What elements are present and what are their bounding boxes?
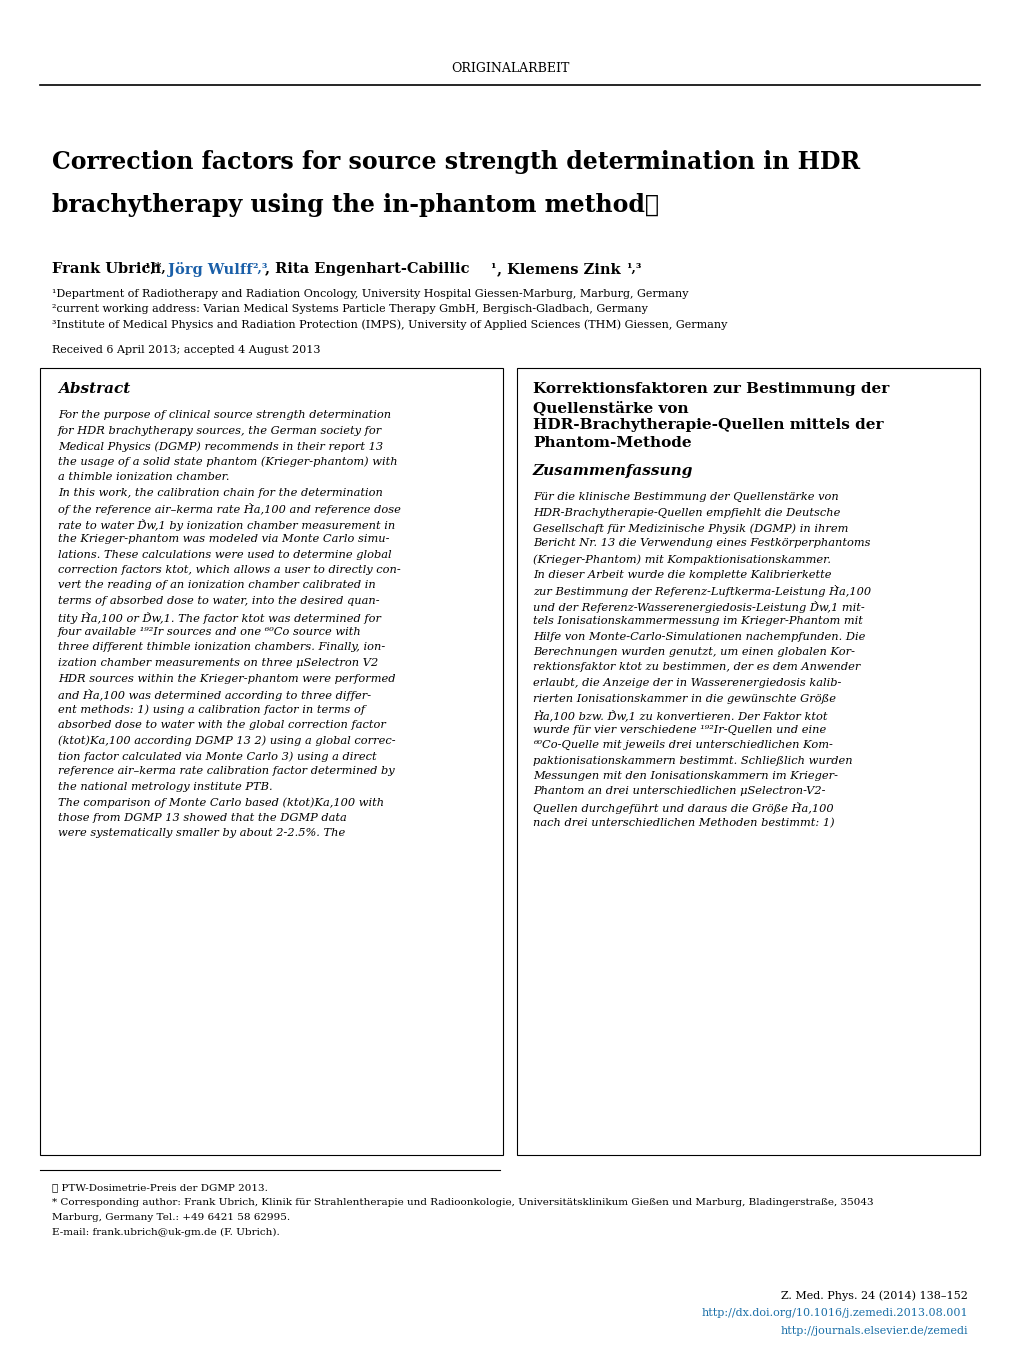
Text: , Klemens Zink: , Klemens Zink bbox=[496, 262, 620, 276]
Text: http://journals.elsevier.de/zemedi: http://journals.elsevier.de/zemedi bbox=[780, 1325, 967, 1336]
Text: vert the reading of an ionization chamber calibrated in: vert the reading of an ionization chambe… bbox=[58, 581, 375, 590]
Text: correction factors ktot, which allows a user to directly con-: correction factors ktot, which allows a … bbox=[58, 565, 400, 576]
Bar bbox=[40, 367, 502, 1155]
Text: , Rita Engenhart-Cabillic: , Rita Engenhart-Cabillic bbox=[265, 262, 469, 276]
Text: (ktot)Ka,100 according DGMP 13 2) using a global correc-: (ktot)Ka,100 according DGMP 13 2) using … bbox=[58, 735, 395, 746]
Text: For the purpose of clinical source strength determination: For the purpose of clinical source stren… bbox=[58, 409, 390, 420]
Text: (Krieger-Phantom) mit Kompaktionisationskammer.: (Krieger-Phantom) mit Kompaktionisations… bbox=[533, 554, 830, 565]
Text: Phantom an drei unterschiedlichen μSelectron-V2-: Phantom an drei unterschiedlichen μSelec… bbox=[533, 786, 824, 797]
Text: In this work, the calibration chain for the determination: In this work, the calibration chain for … bbox=[58, 488, 382, 497]
Text: of the reference air–kerma rate Ḣ̇a,100 and reference dose: of the reference air–kerma rate Ḣ̇a,100 … bbox=[58, 503, 400, 515]
Text: Z. Med. Phys. 24 (2014) 138–152: Z. Med. Phys. 24 (2014) 138–152 bbox=[781, 1290, 967, 1301]
Text: those from DGMP 13 showed that the DGMP data: those from DGMP 13 showed that the DGMP … bbox=[58, 813, 346, 823]
Text: In dieser Arbeit wurde die komplette Kalibrierkette: In dieser Arbeit wurde die komplette Kal… bbox=[533, 570, 830, 580]
Text: Ḣ̇a,100 bzw. Ḋ̇w,1 zu konvertieren. Der Faktor ktot: Ḣ̇a,100 bzw. Ḋ̇w,1 zu konvertieren. Der … bbox=[533, 709, 826, 721]
Text: Medical Physics (DGMP) recommends in their report 13: Medical Physics (DGMP) recommends in the… bbox=[58, 440, 383, 451]
Text: Zusammenfassung: Zusammenfassung bbox=[533, 463, 693, 478]
Text: ent methods: 1) using a calibration factor in terms of: ent methods: 1) using a calibration fact… bbox=[58, 704, 365, 715]
Text: tels Ionisationskammermessung im Krieger-Phantom mit: tels Ionisationskammermessung im Krieger… bbox=[533, 616, 862, 626]
Text: Abstract: Abstract bbox=[58, 382, 130, 396]
Text: ¹: ¹ bbox=[489, 262, 495, 276]
Text: zur Bestimmung der Referenz-Luftkerma-Leistung Ḣ̇a,100: zur Bestimmung der Referenz-Luftkerma-Le… bbox=[533, 585, 870, 597]
Text: rektionsfaktor ktot zu bestimmen, der es dem Anwender: rektionsfaktor ktot zu bestimmen, der es… bbox=[533, 662, 860, 673]
Text: were systematically smaller by about 2-2.5%. The: were systematically smaller by about 2-2… bbox=[58, 828, 344, 839]
Text: reference air–kerma rate calibration factor determined by: reference air–kerma rate calibration fac… bbox=[58, 766, 394, 777]
Text: Received 6 April 2013; accepted 4 August 2013: Received 6 April 2013; accepted 4 August… bbox=[52, 345, 320, 355]
Text: four available ¹⁹²Ir sources and one ⁶⁰Co source with: four available ¹⁹²Ir sources and one ⁶⁰C… bbox=[58, 627, 362, 638]
Text: brachytherapy using the in-phantom method☆: brachytherapy using the in-phantom metho… bbox=[52, 193, 658, 218]
Text: tity Ḣ̇a,100 or Ḋ̇w,1. The factor ktot was determined for: tity Ḣ̇a,100 or Ḋ̇w,1. The factor ktot w… bbox=[58, 612, 381, 624]
Text: Frank Ubrich: Frank Ubrich bbox=[52, 262, 161, 276]
Text: Bericht Nr. 13 die Verwendung eines Festkörperphantoms: Bericht Nr. 13 die Verwendung eines Fest… bbox=[533, 539, 869, 549]
Text: ²,³: ²,³ bbox=[252, 262, 267, 276]
Text: lations. These calculations were used to determine global: lations. These calculations were used to… bbox=[58, 550, 391, 559]
Text: rate to water Ḋ̇w,1 by ionization chamber measurement in: rate to water Ḋ̇w,1 by ionization chambe… bbox=[58, 519, 395, 531]
Text: http://dx.doi.org/10.1016/j.zemedi.2013.08.001: http://dx.doi.org/10.1016/j.zemedi.2013.… bbox=[701, 1308, 967, 1319]
Text: absorbed dose to water with the global correction factor: absorbed dose to water with the global c… bbox=[58, 720, 385, 730]
Text: ization chamber measurements on three μSelectron V2: ization chamber measurements on three μS… bbox=[58, 658, 378, 667]
Text: Quellenstärke von: Quellenstärke von bbox=[533, 400, 688, 415]
Text: Hilfe von Monte-Carlo-Simulationen nachempfunden. Die: Hilfe von Monte-Carlo-Simulationen nache… bbox=[533, 631, 864, 642]
Text: terms of absorbed dose to water, into the desired quan-: terms of absorbed dose to water, into th… bbox=[58, 596, 379, 607]
Text: E-mail: frank.ubrich@uk-gm.de (F. Ubrich).: E-mail: frank.ubrich@uk-gm.de (F. Ubrich… bbox=[52, 1228, 279, 1238]
Text: ¹,*,: ¹,*, bbox=[145, 262, 170, 276]
Text: three different thimble ionization chambers. Finally, ion-: three different thimble ionization chamb… bbox=[58, 643, 385, 653]
Text: HDR-Brachytherapie-Quellen empfiehlt die Deutsche: HDR-Brachytherapie-Quellen empfiehlt die… bbox=[533, 508, 840, 517]
Text: Quellen durchgeführt und daraus die Größe Ḣ̇a,100: Quellen durchgeführt und daraus die Größ… bbox=[533, 802, 833, 815]
Text: rierten Ionisationskammer in die gewünschte Größe: rierten Ionisationskammer in die gewünsc… bbox=[533, 693, 836, 704]
Text: Berechnungen wurden genutzt, um einen globalen Kor-: Berechnungen wurden genutzt, um einen gl… bbox=[533, 647, 854, 657]
Text: ☆ PTW-Dosimetrie-Preis der DGMP 2013.: ☆ PTW-Dosimetrie-Preis der DGMP 2013. bbox=[52, 1183, 268, 1192]
Text: a thimble ionization chamber.: a thimble ionization chamber. bbox=[58, 471, 229, 482]
Text: HDR sources within the Krieger-phantom were performed: HDR sources within the Krieger-phantom w… bbox=[58, 674, 395, 684]
Text: ³Institute of Medical Physics and Radiation Protection (IMPS), University of App: ³Institute of Medical Physics and Radiat… bbox=[52, 319, 727, 330]
Text: Messungen mit den Ionisationskammern im Krieger-: Messungen mit den Ionisationskammern im … bbox=[533, 771, 838, 781]
Text: tion factor calculated via Monte Carlo 3) using a direct: tion factor calculated via Monte Carlo 3… bbox=[58, 751, 376, 762]
Text: Für die klinische Bestimmung der Quellenstärke von: Für die klinische Bestimmung der Quellen… bbox=[533, 492, 838, 503]
Text: Jörg Wulff: Jörg Wulff bbox=[168, 262, 253, 277]
Text: und der Referenz-Wasserenergiedosis-Leistung Ḋ̇w,1 mit-: und der Referenz-Wasserenergiedosis-Leis… bbox=[533, 600, 864, 612]
Text: for HDR brachytherapy sources, the German society for: for HDR brachytherapy sources, the Germa… bbox=[58, 426, 382, 435]
Text: The comparison of Monte Carlo based (ktot)Ka,100 with: The comparison of Monte Carlo based (kto… bbox=[58, 797, 384, 808]
Text: and Ḣ̇a,100 was determined according to three differ-: and Ḣ̇a,100 was determined according to … bbox=[58, 689, 371, 701]
Text: ¹Department of Radiotherapy and Radiation Oncology, University Hospital Giessen-: ¹Department of Radiotherapy and Radiatio… bbox=[52, 289, 688, 299]
Text: the national metrology institute PTB.: the national metrology institute PTB. bbox=[58, 782, 272, 792]
Text: ORIGINALARBEIT: ORIGINALARBEIT bbox=[450, 62, 569, 76]
Text: * Corresponding author: Frank Ubrich, Klinik für Strahlentherapie und Radioonkol: * Corresponding author: Frank Ubrich, Kl… bbox=[52, 1198, 872, 1206]
Text: nach drei unterschiedlichen Methoden bestimmt: 1): nach drei unterschiedlichen Methoden bes… bbox=[533, 817, 834, 828]
Text: erlaubt, die Anzeige der in Wasserenergiedosis kalib-: erlaubt, die Anzeige der in Wasserenergi… bbox=[533, 678, 841, 688]
Text: wurde für vier verschiedene ¹⁹²Ir-Quellen und eine: wurde für vier verschiedene ¹⁹²Ir-Quelle… bbox=[533, 724, 825, 735]
Text: Correction factors for source strength determination in HDR: Correction factors for source strength d… bbox=[52, 150, 859, 174]
Text: ²current working address: Varian Medical Systems Particle Therapy GmbH, Bergisch: ²current working address: Varian Medical… bbox=[52, 304, 647, 313]
Text: ⁶⁰Co-Quelle mit jeweils drei unterschiedlichen Kom-: ⁶⁰Co-Quelle mit jeweils drei unterschied… bbox=[533, 740, 833, 750]
Text: HDR-Brachytherapie-Quellen mittels der: HDR-Brachytherapie-Quellen mittels der bbox=[533, 417, 882, 432]
Text: Phantom-Methode: Phantom-Methode bbox=[533, 436, 691, 450]
Text: the Krieger-phantom was modeled via Monte Carlo simu-: the Krieger-phantom was modeled via Mont… bbox=[58, 534, 389, 544]
Text: the usage of a solid state phantom (Krieger-phantom) with: the usage of a solid state phantom (Krie… bbox=[58, 457, 397, 467]
Bar bbox=[517, 367, 979, 1155]
Text: Korrektionsfaktoren zur Bestimmung der: Korrektionsfaktoren zur Bestimmung der bbox=[533, 382, 889, 396]
Text: Marburg, Germany Tel.: +49 6421 58 62995.: Marburg, Germany Tel.: +49 6421 58 62995… bbox=[52, 1213, 289, 1223]
Text: Gesellschaft für Medizinische Physik (DGMP) in ihrem: Gesellschaft für Medizinische Physik (DG… bbox=[533, 523, 848, 534]
Text: paktionisationskammern bestimmt. Schließlich wurden: paktionisationskammern bestimmt. Schließ… bbox=[533, 755, 852, 766]
Text: ¹,³: ¹,³ bbox=[626, 262, 641, 276]
